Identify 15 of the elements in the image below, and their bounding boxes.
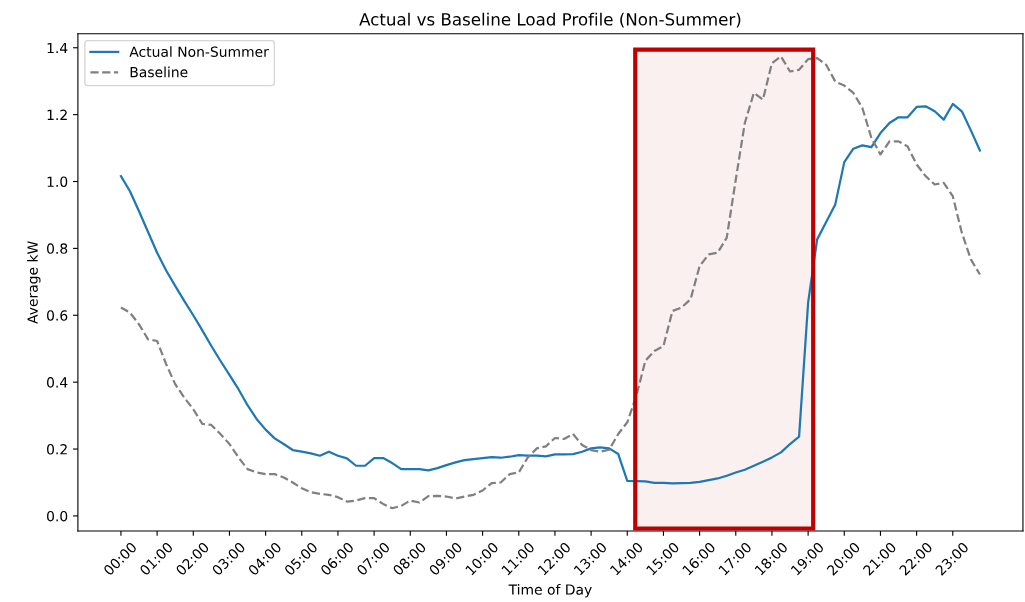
- line-series: [119, 102, 982, 485]
- x-axis-title: Time of Day: [508, 584, 592, 598]
- y-tick-label: 0.8: [47, 243, 68, 254]
- y-tick-label: 1.0: [47, 176, 68, 187]
- line-series: [119, 55, 982, 510]
- y-tick-label: 1.2: [47, 109, 67, 120]
- y-tick-label: 0.2: [47, 444, 67, 455]
- chart-title: Actual vs Baseline Load Profile (Non-Summer): [359, 12, 741, 28]
- y-tick-label: 0.4: [47, 377, 68, 388]
- legend-label: Actual Non-Summer: [129, 46, 269, 57]
- y-axis-title: Average kW: [27, 241, 41, 324]
- y-tick-label: 1.4: [47, 42, 68, 54]
- legend-label: Baseline: [130, 66, 188, 78]
- y-tick-label: 0.0: [47, 510, 68, 522]
- y-tick-label: 0.6: [47, 310, 68, 321]
